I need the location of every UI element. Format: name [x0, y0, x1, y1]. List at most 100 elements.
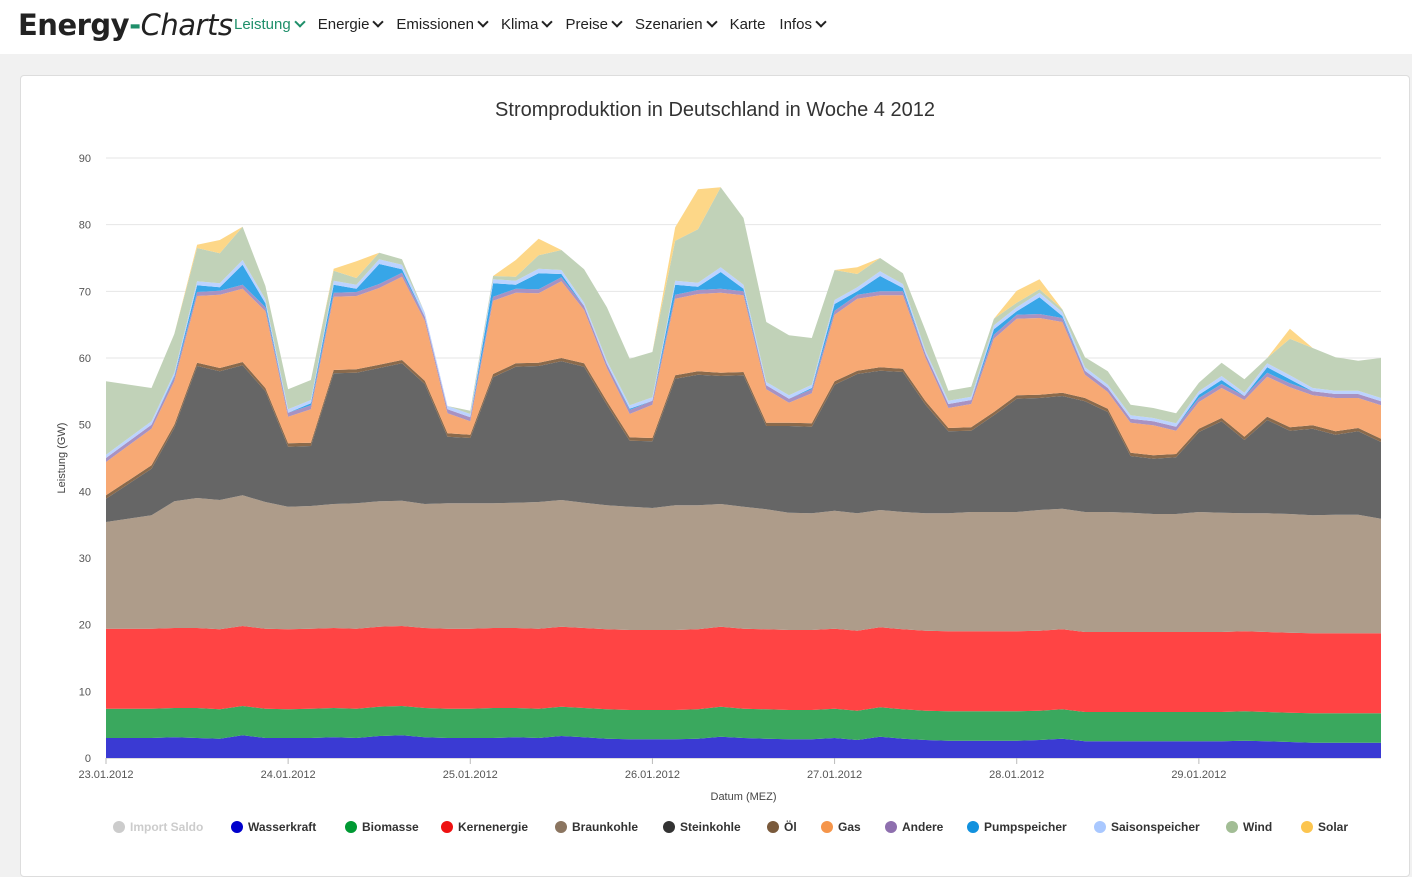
y-tick-label: 20 — [79, 620, 91, 632]
legend-item-saisonspeicher[interactable]: Saisonspeicher — [1094, 820, 1200, 834]
chevron-down-icon — [372, 16, 385, 28]
area-series-wind — [106, 187, 1381, 455]
x-tick-label: 23.01.2012 — [78, 769, 133, 781]
nav-item-infos[interactable]: Infos — [779, 16, 827, 33]
y-tick-label: 60 — [79, 353, 91, 365]
x-tick-label: 28.01.2012 — [989, 769, 1044, 781]
legend-marker — [113, 821, 125, 833]
legend-marker — [345, 821, 357, 833]
area-series-pumpspeicher — [106, 264, 1381, 458]
logo[interactable]: Energy-Charts — [18, 8, 233, 42]
legend-marker — [555, 821, 567, 833]
legend-item-braunkohle[interactable]: Braunkohle — [555, 820, 638, 834]
legend-item-solar[interactable]: Solar — [1301, 820, 1348, 834]
nav-item-klima[interactable]: Klima — [500, 16, 554, 33]
stacked-area-chart: Stromproduktion in Deutschland in Woche … — [56, 99, 1381, 834]
area-series-biomasse — [106, 706, 1381, 743]
chevron-down-icon — [541, 16, 554, 28]
area-series-steinkohle — [106, 361, 1381, 522]
top-navigation-bar: Energy-Charts Leistung Energie Emissionen K… — [0, 0, 1412, 54]
y-tick-label: 50 — [79, 420, 91, 432]
legend-item-wind[interactable]: Wind — [1226, 820, 1272, 834]
legend-marker — [885, 821, 897, 833]
legend-item-kernenergie[interactable]: Kernenergie — [441, 820, 528, 834]
legend-label: Öl — [784, 819, 797, 834]
legend-label: Wasserkraft — [248, 820, 316, 834]
nav-item-label: Infos — [779, 16, 812, 33]
x-tick-label: 25.01.2012 — [443, 769, 498, 781]
legend-label: Solar — [1318, 820, 1348, 834]
nav-item-label: Klima — [500, 16, 539, 33]
legend-marker — [231, 821, 243, 833]
x-tick-label: 26.01.2012 — [625, 769, 680, 781]
legend-marker — [821, 821, 833, 833]
nav-item-leistung[interactable]: Leistung — [234, 16, 306, 33]
chevron-down-icon — [477, 16, 489, 28]
x-axis-label: Datum (MEZ) — [711, 791, 777, 803]
y-tick-label: 70 — [79, 286, 91, 298]
legend-marker — [1094, 821, 1106, 833]
y-tick-label: 40 — [79, 486, 91, 498]
x-tick-label: 24.01.2012 — [261, 769, 316, 781]
area-series-kernenergie — [106, 626, 1381, 714]
nav-item-label: Emissionen — [396, 16, 474, 33]
chart-title: Stromproduktion in Deutschland in Woche … — [495, 99, 935, 121]
legend-item-pumpspeicher[interactable]: Pumpspeicher — [967, 820, 1067, 834]
area-series-wasserkraft — [106, 735, 1381, 758]
logo-text-energy: Energy — [18, 8, 130, 42]
nav-item-label: Leistung — [234, 16, 291, 33]
legend-label: Braunkohle — [572, 820, 638, 834]
logo-dash: - — [129, 8, 141, 42]
legend-item-wasserkraft[interactable]: Wasserkraft — [231, 820, 316, 834]
legend-marker — [1301, 821, 1313, 833]
nav-item-preise[interactable]: Preise — [565, 16, 623, 33]
legend-label: Steinkohle — [680, 820, 741, 834]
y-tick-label: 30 — [79, 553, 91, 565]
legend-item-steinkohle[interactable]: Steinkohle — [663, 820, 741, 834]
legend-label: Gas — [838, 820, 861, 834]
legend-label: Kernenergie — [458, 820, 528, 834]
legend-label: Andere — [902, 820, 944, 834]
area-series-braunkohle — [106, 495, 1381, 634]
y-tick-label: 10 — [79, 686, 91, 698]
legend-label: Pumpspeicher — [984, 820, 1067, 834]
legend-marker — [441, 821, 453, 833]
y-axis-label: Leistung (GW) — [56, 423, 68, 494]
legend-label: Import Saldo — [130, 820, 203, 834]
legend-marker — [1226, 821, 1238, 833]
main-menu: Leistung Energie Emissionen Klima Preise Szen… — [234, 16, 839, 33]
nav-item-energie[interactable]: Energie — [317, 16, 385, 33]
area-series-gas — [106, 276, 1381, 496]
chart-card: Stromproduktion in Deutschland in Woche … — [20, 75, 1410, 877]
chevron-down-icon — [815, 16, 827, 28]
x-tick-label: 27.01.2012 — [807, 769, 862, 781]
y-tick-label: 90 — [79, 153, 91, 165]
legend-item-andere[interactable]: Andere — [885, 820, 944, 834]
legend-marker — [663, 821, 675, 833]
legend-label: Wind — [1243, 820, 1272, 834]
nav-item-label: Preise — [565, 16, 609, 33]
x-tick-label: 29.01.2012 — [1171, 769, 1226, 781]
chevron-down-icon — [611, 16, 623, 28]
nav-item-szenarien[interactable]: Szenarien — [635, 16, 718, 33]
legend-item-gas[interactable]: Gas — [821, 820, 861, 834]
area-series-öl — [106, 358, 1381, 499]
nav-item-label: Karte — [729, 16, 766, 33]
legend-label: Saisonspeicher — [1111, 820, 1200, 834]
nav-item-label: Szenarien — [635, 16, 703, 33]
chevron-down-icon — [705, 16, 718, 28]
legend-label: Biomasse — [362, 820, 419, 834]
logo-text-charts: Charts — [140, 8, 233, 42]
area-series-andere — [106, 272, 1381, 462]
legend-marker — [767, 821, 779, 833]
nav-item-label: Energie — [317, 16, 370, 33]
legend-item-öl[interactable]: Öl — [767, 819, 797, 834]
legend-item-biomasse[interactable]: Biomasse — [345, 820, 419, 834]
nav-item-karte[interactable]: Karte — [730, 16, 766, 33]
nav-item-emissionen[interactable]: Emissionen — [396, 16, 489, 33]
y-tick-label: 80 — [79, 220, 91, 232]
legend-item-import-saldo[interactable]: Import Saldo — [113, 820, 203, 834]
legend-marker — [967, 821, 979, 833]
y-tick-label: 0 — [85, 753, 91, 765]
chevron-down-icon — [294, 16, 306, 28]
